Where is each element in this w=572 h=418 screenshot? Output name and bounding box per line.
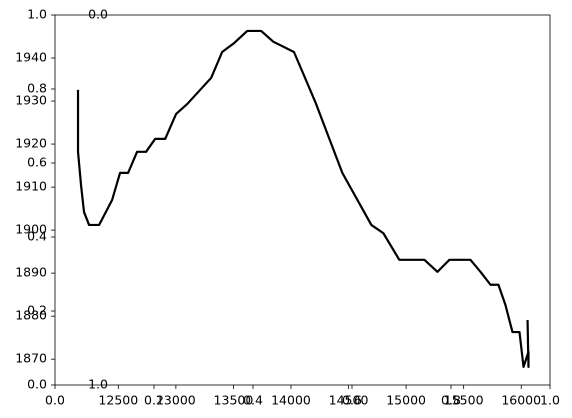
x-tick-label: 0.0: [45, 393, 65, 408]
x-tick-label: 16000: [501, 393, 541, 408]
y-tick-label: 1940: [15, 50, 47, 65]
y-tick-label: 1.0: [88, 377, 108, 392]
y-tick-label: 0.0: [27, 377, 47, 392]
y-tick-label: 0.0: [88, 7, 108, 22]
y-tick-label: 1870: [15, 351, 47, 366]
y-tick-label: 0.8: [27, 81, 47, 96]
x-tick-label: 15500: [444, 393, 484, 408]
x-tick-label: 14000: [271, 393, 311, 408]
y-tick-label: 0.2: [27, 303, 47, 318]
x-tick-label: 1.0: [540, 393, 560, 408]
x-tick-label: 0.8: [441, 393, 461, 408]
x-tick-label: 0.6: [342, 393, 362, 408]
y-tick-label: 1.0: [27, 7, 47, 22]
y-tick-label: 0.4: [27, 229, 47, 244]
line: [76, 29, 530, 369]
x-tick-label: 12500: [98, 393, 138, 408]
y-tick-label: 1920: [15, 136, 47, 151]
y-tick-label: 1930: [15, 93, 47, 108]
y-tick-label: 1900: [15, 222, 47, 237]
x-tick-label: 15000: [386, 393, 426, 408]
y-tick-label: 1890: [15, 265, 47, 280]
x-tick-label: 14500: [329, 393, 369, 408]
y-tick-label: 1880: [15, 308, 47, 323]
x-tick-label: 13000: [156, 393, 196, 408]
y-tick-label: 0.6: [27, 155, 47, 170]
y-tick-label: 1910: [15, 179, 47, 194]
x-tick-label: 0.4: [243, 393, 263, 408]
x-tick-label: 13500: [214, 393, 254, 408]
axes-frame: [54, 14, 551, 386]
x-tick-label: 0.2: [144, 393, 164, 408]
